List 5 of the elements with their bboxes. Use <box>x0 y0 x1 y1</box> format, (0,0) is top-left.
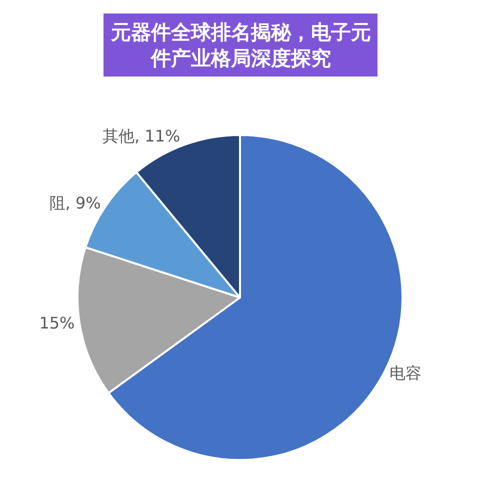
chart-title: 元器件全球排名揭秘，电子元件产业格局深度探究 <box>110 20 371 70</box>
data-label: 15% <box>39 314 75 333</box>
slice-label: 阻, 9% <box>49 194 101 213</box>
slice-label: 其他, 11% <box>102 126 180 146</box>
slice-label: 电容 <box>390 364 422 383</box>
